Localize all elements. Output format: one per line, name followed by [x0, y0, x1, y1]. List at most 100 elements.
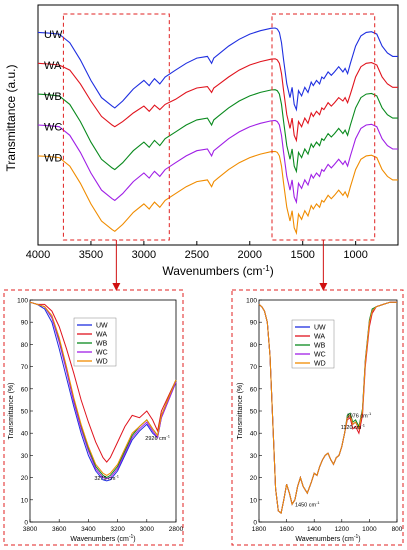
- left-zoom-legend-label-wb: WB: [96, 341, 108, 348]
- right-zoom-series-wd: [258, 301, 397, 514]
- right-zoom-annotation-text: 1450 cm: [295, 502, 317, 508]
- arrow-to-left-zoom-head: [112, 283, 121, 291]
- main-series-labels: UW WA WB WC WD: [44, 29, 63, 164]
- right-zoom-legend-label-wd: WD: [314, 361, 326, 368]
- main-x-tick-label: 3000: [132, 249, 156, 261]
- left-zoom-y-tick-label: 30: [21, 453, 29, 460]
- right-zoom-legend: UW WA WB WC WD: [291, 319, 335, 369]
- highlight-region-right: [271, 13, 376, 241]
- main-x-tick-label: 2500: [185, 249, 209, 261]
- left-zoom-series-uw: [29, 301, 177, 482]
- left-zoom-x-axis-label-end: ): [133, 536, 135, 543]
- left-zoom-panel: 0 10 20 30 40 50 60 70 80 90 100 3800 3600 3400 3200 30…: [8, 298, 184, 544]
- left-zoom-x-tick-label: 3000: [140, 526, 155, 533]
- main-x-tick-label: 3500: [79, 249, 103, 261]
- right-zoom-y-tick-label: 30: [250, 453, 258, 460]
- right-zoom-x-axis-label-sup: -1: [354, 534, 359, 540]
- right-zoom-annotation-1: 1120 cm-1: [341, 422, 366, 431]
- right-zoom-y-axis-label: Transmittance (%): [237, 383, 244, 440]
- right-zoom-annotation-sup: -1: [316, 500, 320, 505]
- main-x-tick-label: 1000: [343, 249, 367, 261]
- left-zoom-x-tick-label: 3400: [81, 526, 96, 533]
- right-zoom-y-tick-label: 0: [253, 520, 257, 527]
- main-series-wc: [37, 119, 398, 205]
- left-zoom-series-wa: [29, 301, 177, 463]
- left-zoom-annotation-text: 2926 cm: [145, 436, 167, 442]
- main-x-axis-label-sup: -1: [263, 264, 271, 273]
- left-zoom-annotation-text: 3275 cm: [94, 476, 116, 482]
- main-label-uw: UW: [44, 29, 63, 41]
- right-zoom-annotation-sup: -1: [361, 422, 365, 427]
- left-zoom-legend-label-wd: WD: [96, 359, 108, 366]
- left-zoom-y-tick-label: 0: [24, 520, 28, 527]
- left-zoom-y-tick-label: 20: [21, 475, 29, 482]
- left-zoom-y-tick-label: 90: [21, 320, 29, 327]
- right-zoom-legend-label-wc: WC: [314, 352, 326, 359]
- right-zoom-panel: 0 10 20 30 40 50 60 70 80 90 100 1800 1600 1400 1200 10…: [237, 298, 403, 544]
- right-zoom-legend-label-uw: UW: [314, 325, 326, 332]
- right-zoom-x-tick-label: 1800: [252, 526, 267, 533]
- right-zoom-annotation-sup: -1: [368, 411, 372, 416]
- right-zoom-y-tick-label: 100: [246, 298, 257, 305]
- right-zoom-x-tick-label: 1000: [362, 526, 377, 533]
- left-zoom-x-tick-label: 2800: [169, 526, 184, 533]
- main-label-wc: WC: [44, 122, 62, 134]
- right-zoom-x-axis-label: Wavenumbers (cm-1): [295, 534, 360, 543]
- main-x-axis-label: Wavenumbers (cm-1): [162, 264, 273, 278]
- right-zoom-legend-box: [291, 319, 335, 369]
- left-zoom-x-tick-label: 3800: [23, 526, 38, 533]
- left-zoom-annotation-1: 2926 cm-1: [145, 433, 170, 442]
- main-series-wd: [37, 150, 398, 236]
- left-zoom-series-wd: [29, 301, 177, 476]
- left-zoom-y-tick-label: 70: [21, 364, 29, 371]
- right-zoom-legend-label-wb: WB: [314, 343, 326, 350]
- main-x-tick-label: 1500: [290, 249, 314, 261]
- main-series-uw: [37, 27, 398, 112]
- right-zoom-x-tick-label: 800: [392, 526, 403, 533]
- right-zoom-x-axis-label-end: ): [358, 536, 360, 543]
- left-zoom-annotation-0: 3275 cm-1: [94, 473, 119, 482]
- main-label-wa: WA: [44, 60, 62, 72]
- main-x-tick-label: 2000: [238, 249, 262, 261]
- left-zoom-legend-box: [73, 317, 117, 367]
- right-zoom-y-tick-label: 10: [250, 497, 258, 504]
- right-zoom-annotation-text: 1076 cm: [347, 414, 369, 420]
- left-zoom-annotation-sup: -1: [166, 433, 170, 438]
- right-zoom-legend-label-wa: WA: [314, 334, 325, 341]
- right-zoom-x-tick-label: 1400: [307, 526, 322, 533]
- main-y-axis-label: Transmittance (a.u.): [4, 65, 18, 172]
- left-zoom-legend-label-uw: UW: [96, 323, 108, 330]
- right-zoom-x-tick-label: 1200: [335, 526, 350, 533]
- left-zoom-legend-label-wa: WA: [96, 332, 107, 339]
- right-zoom-y-tick-label: 40: [250, 431, 258, 438]
- left-zoom-y-tick-label: 50: [21, 409, 29, 416]
- main-x-tick-label: 4000: [26, 249, 50, 261]
- right-zoom-y-tick-label: 50: [250, 409, 258, 416]
- left-zoom-x-tick-label: 3200: [110, 526, 125, 533]
- left-zoom-legend-label-wc: WC: [96, 350, 108, 357]
- left-zoom-y-tick-label: 10: [21, 497, 29, 504]
- left-zoom-x-axis-label: Wavenumbers (cm-1): [70, 534, 135, 543]
- right-zoom-y-tick-label: 90: [250, 320, 258, 327]
- main-series-wa: [37, 58, 398, 143]
- right-zoom-annotation-2: 1076 cm-1: [347, 411, 372, 420]
- zoom-arrows: [112, 240, 328, 291]
- left-zoom-legend: UW WA WB WC WD: [73, 317, 117, 367]
- main-plot-frame: [37, 4, 399, 246]
- main-x-axis-ticks: 4000 3500 3000 2500 2000 1500 1000: [26, 241, 368, 261]
- right-zoom-y-tick-label: 20: [250, 475, 258, 482]
- right-zoom-annotation-0: 1450 cm-1: [295, 500, 320, 509]
- main-series-wb: [37, 89, 398, 174]
- left-zoom-x-axis-label-sup: -1: [129, 534, 134, 540]
- main-label-wb: WB: [44, 91, 62, 103]
- right-zoom-annotation-text: 1120 cm: [341, 425, 362, 431]
- left-zoom-x-axis-label-text: Wavenumbers (cm: [70, 536, 129, 543]
- left-zoom-y-tick-label: 100: [17, 298, 28, 305]
- right-zoom-y-tick-label: 80: [250, 342, 258, 349]
- right-zoom-x-tick-label: 1600: [279, 526, 294, 533]
- left-zoom-y-tick-label: 80: [21, 342, 29, 349]
- left-zoom-series-wc: [29, 301, 177, 480]
- main-label-wd: WD: [44, 153, 62, 165]
